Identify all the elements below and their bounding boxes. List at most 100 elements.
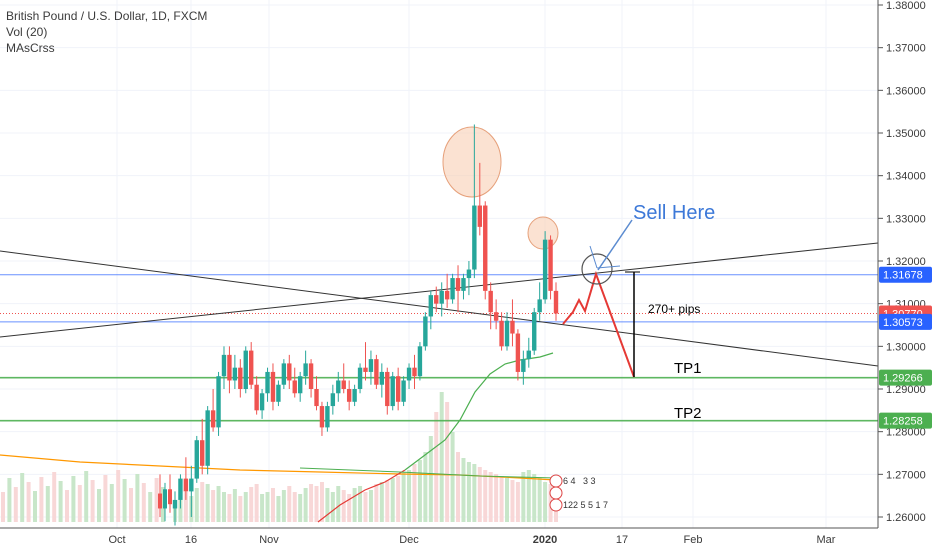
candle-body (439, 290, 444, 304)
volume-bar (65, 490, 69, 522)
candle-body (521, 359, 526, 372)
volume-bar (456, 452, 461, 522)
sell-zone-circle (581, 253, 613, 285)
volume-bar (499, 476, 504, 522)
candle-body (374, 359, 379, 385)
x-tick-label: 17 (616, 534, 628, 546)
event-markers[interactable]: 6 4 3 3 122 5 5 1 7 (549, 474, 608, 512)
candle-body (314, 389, 319, 407)
y-tick-label: 1.36000 (886, 85, 926, 97)
volume-bar (450, 432, 455, 522)
volume-bar (221, 492, 226, 522)
time-axis[interactable] (0, 527, 932, 550)
candle-body (363, 367, 368, 372)
candle-body (238, 367, 243, 389)
volume-bar (13, 487, 18, 522)
candle-body (406, 367, 412, 381)
candle-body (455, 278, 461, 291)
price-label-badge (879, 369, 932, 386)
price-label-badge (879, 412, 932, 429)
candle-body (172, 499, 178, 509)
volume-bar (505, 478, 510, 522)
candle-body (352, 389, 357, 402)
candle-body (444, 290, 450, 300)
volume-bar (488, 472, 493, 522)
candle-body (259, 393, 265, 411)
descending-trendline (0, 250, 879, 367)
volume-bar (390, 478, 395, 522)
volume-bar (396, 476, 401, 522)
price-label-badge (879, 313, 932, 330)
event-flag-icon[interactable] (549, 474, 563, 488)
volume-bar (205, 484, 210, 522)
volume-bar (135, 474, 140, 522)
ascending-trendline (0, 242, 879, 338)
volume-bar (472, 464, 477, 522)
candle-body (450, 278, 455, 300)
candle-body (434, 295, 439, 304)
volume-legend[interactable]: Vol (20) (6, 25, 48, 39)
volume-bar (77, 485, 82, 522)
volume-bar (270, 488, 275, 522)
volume-bar (537, 478, 542, 522)
event-flag-icon[interactable] (549, 486, 563, 500)
candle-body (216, 376, 221, 428)
volume-bar (232, 489, 237, 522)
volume-bar (434, 412, 439, 522)
candle-body (417, 346, 423, 377)
candle-body (537, 299, 542, 313)
volume-bar (249, 487, 254, 522)
y-tick-label: 1.27000 (886, 469, 926, 481)
volume-bar (358, 486, 363, 522)
candle-body (178, 478, 183, 500)
sell-pointer-tick-2 (596, 265, 621, 269)
candle-body (341, 380, 346, 389)
volume-bar (243, 492, 248, 522)
candle-body (325, 406, 330, 428)
candle-body (232, 367, 238, 381)
symbol-legend[interactable]: British Pound / U.S. Dollar, 1D, FXCM (6, 9, 208, 23)
volume-bar (178, 500, 183, 522)
volume-bar (483, 470, 488, 522)
volume-bar (84, 471, 89, 522)
event-flag-icon[interactable] (549, 498, 563, 512)
candlesticks (158, 124, 559, 526)
candle-body (483, 205, 488, 291)
pips-label: 270+ pips (648, 302, 700, 316)
candle-body (488, 290, 493, 313)
volume-bar (276, 496, 281, 522)
candle-body (292, 380, 297, 394)
price-label-badge (879, 266, 932, 283)
candle-body (526, 350, 531, 360)
price-label-text: 1.29266 (883, 373, 923, 385)
sell-pointer (597, 219, 633, 271)
candle-body (200, 440, 205, 466)
volume-bar (281, 490, 286, 522)
sell-here-label: Sell Here (633, 202, 715, 224)
trend-lines (0, 242, 879, 367)
volume-bar (477, 467, 482, 522)
volume-bar (515, 482, 520, 522)
indicator-legend[interactable]: MAsCrss (6, 41, 55, 55)
volume-bar (532, 474, 537, 522)
volume-bar (325, 488, 330, 522)
volume-bar (352, 488, 357, 522)
volume-bar (292, 492, 297, 522)
volume-bar (303, 488, 308, 522)
volume-bar (543, 482, 548, 522)
x-tick-label: 16 (185, 534, 197, 546)
y-tick-label: 1.38000 (886, 0, 926, 12)
candle-body (532, 312, 537, 351)
volume-bar (122, 479, 127, 522)
candle-body (553, 290, 559, 314)
volume-bar (26, 482, 31, 522)
volume-bar (521, 472, 526, 522)
volume-bar (90, 480, 95, 522)
event-count-3: 122 5 5 1 7 (563, 500, 608, 510)
volume-bar (154, 478, 159, 522)
x-tick-labels: Oct 16 Nov Dec 2020 17 Feb Mar (108, 534, 835, 546)
y-tick-label: 1.37000 (886, 43, 926, 55)
